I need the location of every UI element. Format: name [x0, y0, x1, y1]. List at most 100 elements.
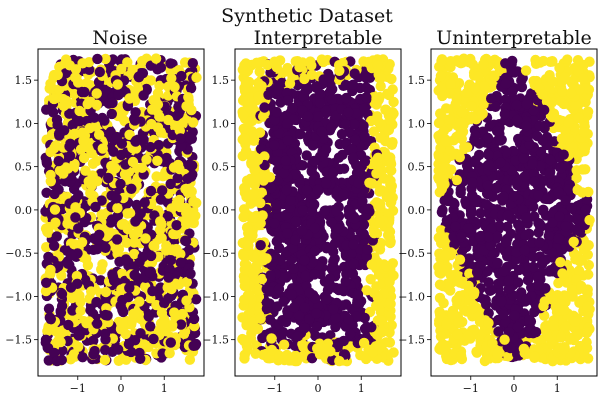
x-tick-label: 0 — [118, 382, 125, 395]
scatter-point — [445, 56, 457, 68]
scatter-point — [520, 65, 532, 76]
scatter-point — [90, 201, 101, 213]
scatter-point — [435, 70, 447, 82]
scatter-point — [127, 64, 138, 76]
scatter-point — [45, 176, 56, 187]
panel-uninterpretable: Uninterpretable −1 0 11.51.00.50.0−0.5−1.0… — [398, 27, 598, 395]
scatter-point — [135, 353, 146, 364]
scatter-point — [155, 127, 167, 138]
scatter-point — [81, 78, 92, 89]
scatter-point — [41, 187, 52, 198]
scatter-point — [500, 94, 511, 105]
scatter-point — [354, 165, 365, 177]
suptitle: Synthetic Dataset — [221, 5, 393, 27]
scatter-point — [244, 290, 255, 301]
scatter-point — [56, 288, 68, 300]
scatter-point — [185, 133, 196, 144]
scatter-point — [467, 59, 479, 70]
scatter-point — [304, 287, 315, 298]
scatter-point — [148, 240, 159, 251]
scatter-point — [560, 321, 571, 333]
scatter-point — [519, 171, 530, 182]
scatter-point — [48, 93, 60, 105]
scatter-point — [111, 193, 122, 204]
scatter-point — [326, 122, 337, 133]
scatter-point — [93, 129, 105, 140]
scatter-point — [541, 193, 553, 205]
scatter-point — [452, 276, 463, 287]
scatter-point — [261, 253, 272, 264]
scatter-point — [483, 149, 494, 161]
scatter-point — [483, 317, 494, 329]
scatter-point — [524, 314, 535, 325]
scatter-point — [520, 230, 531, 241]
scatter-point — [582, 327, 593, 338]
scatter-point — [127, 156, 139, 168]
y-tick-label: −1.5 — [202, 334, 229, 347]
scatter-point — [478, 80, 490, 92]
scatter-point — [500, 58, 511, 69]
scatter-point — [511, 246, 522, 258]
scatter-point — [509, 310, 520, 321]
scatter-point — [455, 184, 466, 195]
scatter-point — [573, 265, 585, 276]
scatter-point — [583, 186, 594, 198]
scatter-point — [69, 128, 80, 139]
scatter-point — [386, 73, 397, 85]
scatter-point — [556, 133, 568, 144]
scatter-point — [387, 192, 398, 203]
scatter-point — [297, 205, 308, 216]
scatter-point — [174, 201, 186, 213]
scatter-point — [111, 131, 123, 143]
x-tick-label: −1 — [267, 382, 283, 395]
scatter-point — [388, 96, 399, 108]
scatter-point — [334, 65, 345, 77]
scatter-point — [343, 313, 354, 325]
scatter-point — [56, 300, 68, 312]
scatter-point — [358, 56, 369, 67]
scatter-point — [239, 133, 250, 144]
scatter-point — [492, 257, 503, 269]
scatter-point — [349, 213, 360, 224]
scatter-point — [526, 88, 537, 99]
scatter-point — [261, 297, 272, 308]
scatter-point — [521, 98, 532, 110]
scatter-point — [113, 344, 124, 355]
scatter-point — [346, 143, 358, 155]
scatter-point — [238, 250, 249, 261]
scatter-point — [570, 99, 581, 110]
y-tick-label: −1.0 — [398, 290, 425, 303]
scatter-point — [264, 353, 275, 364]
scatter-point — [487, 338, 498, 349]
scatter-point — [123, 339, 135, 350]
scatter-point — [530, 300, 542, 312]
scatter-point — [338, 163, 350, 174]
scatter-point — [121, 237, 132, 248]
scatter-point — [388, 347, 399, 358]
scatter-point — [94, 229, 105, 240]
scatter-point — [162, 282, 173, 293]
scatter-point — [334, 355, 345, 367]
scatter-point — [294, 61, 305, 73]
scatter-point — [190, 340, 201, 351]
scatter-point — [444, 114, 455, 125]
scatter-point — [576, 280, 587, 292]
scatter-point — [165, 337, 176, 348]
scatter-point — [498, 265, 509, 277]
scatter-point — [353, 177, 364, 189]
scatter-point — [124, 208, 136, 219]
scatter-point — [376, 327, 388, 338]
scatter-point — [569, 74, 580, 85]
scatter-point — [145, 250, 157, 262]
scatter-point — [143, 311, 154, 322]
scatter-point — [358, 337, 370, 349]
scatter-point — [41, 242, 52, 253]
scatter-point — [186, 104, 197, 116]
scatter-point — [73, 330, 84, 341]
scatter-point — [491, 125, 503, 137]
scatter-point — [144, 267, 156, 278]
scatter-point — [516, 81, 528, 93]
scatter-point — [257, 210, 268, 221]
scatter-point — [474, 231, 486, 242]
scatter-point — [81, 253, 92, 265]
